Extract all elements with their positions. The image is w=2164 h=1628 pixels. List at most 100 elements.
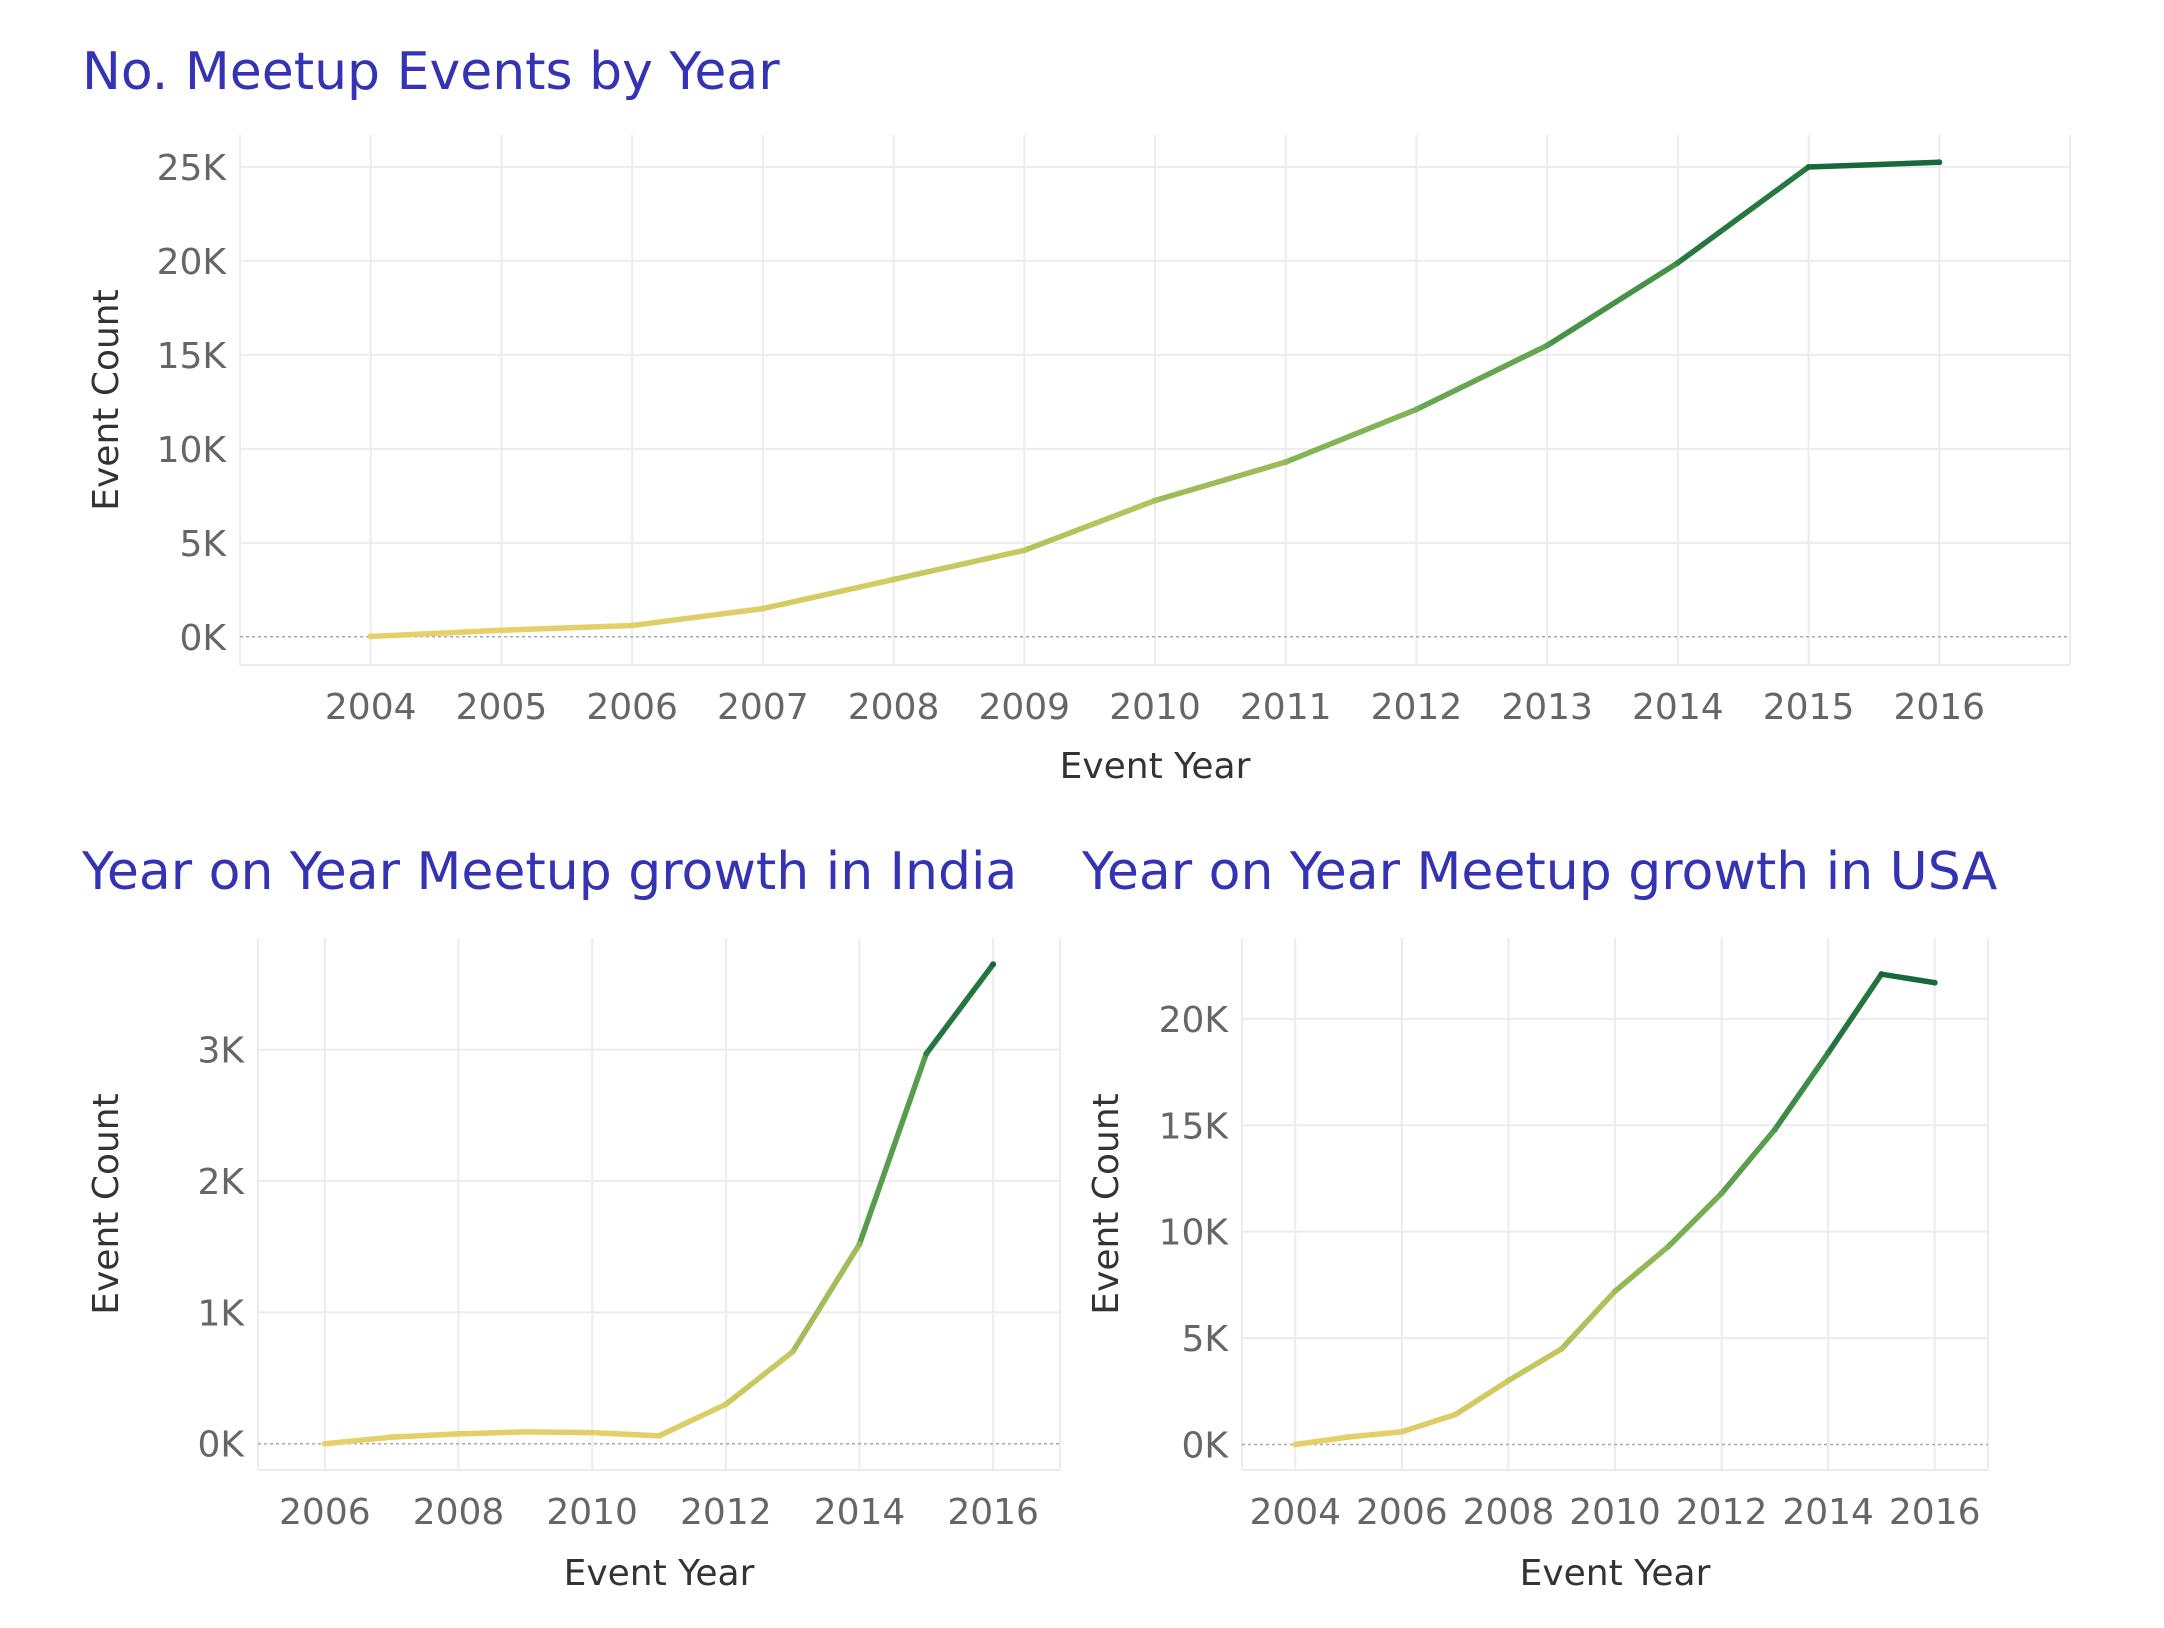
- y-tick-label: 0K: [197, 1425, 245, 1466]
- x-tick-label: 2012: [1371, 687, 1463, 728]
- series-line-segment: [1665, 1190, 1725, 1250]
- series-line-segment: [923, 961, 996, 1057]
- data-point[interactable]: [890, 576, 897, 583]
- series-line-segment: [1152, 459, 1289, 504]
- y-tick-label: 0K: [1181, 1425, 1229, 1466]
- data-point[interactable]: [1825, 1049, 1832, 1056]
- x-tick-label: 2014: [1632, 687, 1724, 728]
- chart-panel-india: Year on Year Meetup growth in India 0K 1K…: [0, 820, 1082, 1628]
- data-point[interactable]: [1345, 1434, 1352, 1441]
- data-point[interactable]: [589, 1429, 596, 1436]
- x-tick-label: 2008: [848, 687, 940, 728]
- series-line-segment: [1292, 1434, 1352, 1448]
- y-tick-label: 10K: [1159, 1213, 1230, 1254]
- series-line-segment: [589, 1429, 662, 1439]
- data-point[interactable]: [1612, 1288, 1618, 1295]
- series-line-segment: [522, 1429, 595, 1436]
- data-point[interactable]: [498, 627, 505, 634]
- x-tick-label: 2006: [586, 687, 678, 728]
- data-point[interactable]: [1878, 971, 1885, 978]
- series-line-segment: [1345, 1428, 1405, 1440]
- chart-panel-overall: No. Meetup Events by Year 0K 5K 10K 15K 20K 2…: [82, 42, 2071, 787]
- data-point[interactable]: [1413, 406, 1420, 413]
- y-tick-label: 20K: [1159, 1000, 1230, 1041]
- series-line-segment: [760, 576, 897, 612]
- data-point[interactable]: [1674, 259, 1681, 266]
- data-point[interactable]: [321, 1440, 328, 1447]
- data-point[interactable]: [629, 622, 636, 629]
- y-axis-label: Event Count: [1086, 1093, 1127, 1314]
- x-tick-label: 2008: [1463, 1492, 1555, 1533]
- series-line-segment: [322, 1434, 395, 1447]
- data-point[interactable]: [367, 633, 374, 640]
- series-line-segment: [455, 1429, 529, 1437]
- series-line-segment: [1282, 406, 1420, 465]
- data-point[interactable]: [1282, 459, 1289, 466]
- data-point[interactable]: [1292, 1441, 1299, 1448]
- y-tick-label: 1K: [197, 1293, 245, 1334]
- x-tick-label: 2012: [680, 1492, 772, 1533]
- plot-overall: 0K 5K 10K 15K 20K 25K 2004 2005 2006 2007 2008 2009…: [86, 135, 2071, 787]
- series-line-segment: [1878, 971, 1938, 986]
- data-point[interactable]: [856, 1241, 863, 1248]
- x-tick-label: 2007: [717, 687, 809, 728]
- series-line-segment: [1544, 260, 1681, 349]
- series-line-segment: [1021, 497, 1158, 554]
- data-point[interactable]: [1558, 1345, 1565, 1352]
- series-line-segment: [388, 1431, 462, 1440]
- x-tick-label: 2016: [1889, 1492, 1981, 1533]
- data-point[interactable]: [1771, 1126, 1778, 1133]
- data-point[interactable]: [990, 961, 997, 968]
- data-point[interactable]: [1021, 547, 1028, 554]
- x-tick-label: 2012: [1676, 1492, 1768, 1533]
- y-axis-label: Event Count: [86, 289, 127, 510]
- data-point[interactable]: [1452, 1411, 1459, 1418]
- data-point[interactable]: [1718, 1190, 1725, 1197]
- data-point[interactable]: [1665, 1243, 1672, 1250]
- y-tick-label: 0K: [179, 618, 227, 659]
- data-point[interactable]: [455, 1430, 462, 1437]
- y-tick-label: 5K: [179, 524, 227, 565]
- data-point[interactable]: [1505, 1377, 1512, 1384]
- y-tick-label: 15K: [1159, 1106, 1230, 1147]
- x-axis-label: Event Year: [1060, 746, 1251, 787]
- data-point[interactable]: [1931, 979, 1938, 986]
- x-tick-label: 2009: [978, 687, 1070, 728]
- series-line-segment: [498, 622, 635, 633]
- series-line-segment: [629, 605, 766, 629]
- data-point[interactable]: [1544, 342, 1551, 349]
- x-tick-label: 2004: [1249, 1492, 1341, 1533]
- y-axis-label: Event Count: [86, 1093, 127, 1314]
- data-point[interactable]: [759, 605, 766, 612]
- data-point[interactable]: [522, 1428, 529, 1435]
- x-axis-label: Event Year: [1520, 1553, 1711, 1594]
- data-point[interactable]: [1805, 163, 1812, 170]
- data-point[interactable]: [656, 1432, 662, 1439]
- data-point[interactable]: [388, 1434, 395, 1441]
- data-point[interactable]: [722, 1401, 729, 1408]
- x-tick-label: 2010: [1109, 687, 1201, 728]
- series-line-segment: [1675, 164, 1812, 266]
- series-line-segment: [1505, 1345, 1565, 1384]
- x-tick-label: 2006: [279, 1492, 371, 1533]
- series-line-segment: [1452, 1377, 1512, 1418]
- y-tick-label: 15K: [157, 336, 228, 377]
- x-tick-label: 2010: [546, 1492, 638, 1533]
- series-line-segment: [856, 1050, 930, 1247]
- series-line-segment: [1612, 1243, 1672, 1294]
- plot-india: 0K 1K 2K 3K 2006 2008 2010 2012 2014 2016 Event Ye…: [86, 938, 1061, 1594]
- y-tick-label: 5K: [1181, 1319, 1229, 1360]
- x-axis-label: Event Year: [564, 1553, 755, 1594]
- series-line-segment: [1805, 159, 1943, 170]
- data-point[interactable]: [1936, 159, 1943, 166]
- data-point[interactable]: [789, 1348, 796, 1355]
- chart-title-india: Year on Year Meetup growth in India: [82, 842, 1018, 902]
- y-tick-label: 10K: [157, 430, 228, 471]
- data-point[interactable]: [1398, 1428, 1405, 1435]
- x-tick-label: 2015: [1763, 687, 1855, 728]
- data-point[interactable]: [923, 1050, 930, 1057]
- series-line-segment: [1718, 1126, 1778, 1197]
- chart-title-usa: Year on Year Meetup growth in USA: [1082, 842, 1998, 902]
- x-tick-label: 2011: [1240, 687, 1332, 728]
- data-point[interactable]: [1152, 497, 1158, 504]
